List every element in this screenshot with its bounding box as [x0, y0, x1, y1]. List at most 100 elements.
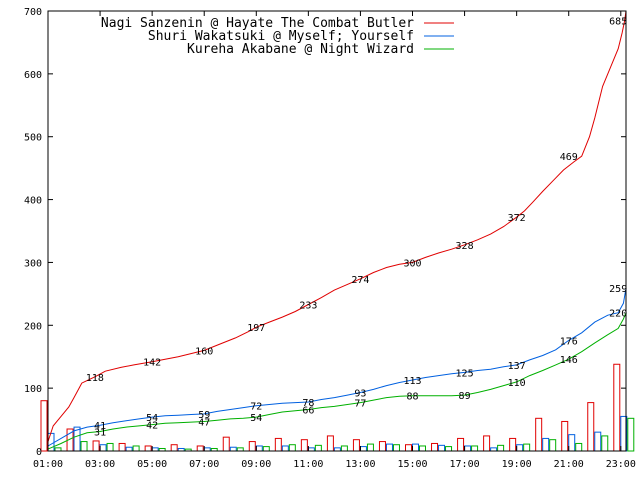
data-label: 47 [198, 417, 210, 428]
data-label: 125 [456, 368, 474, 379]
series-line [47, 10, 627, 442]
bar [575, 442, 583, 452]
bar [359, 446, 367, 452]
data-label: 137 [508, 361, 526, 372]
data-label: 41 [94, 421, 106, 432]
bar [613, 363, 621, 452]
bar [412, 443, 420, 452]
x-tick-label: 09:00 [241, 459, 271, 470]
x-tick-label: 21:00 [554, 459, 584, 470]
data-label: 328 [456, 241, 474, 252]
bar [80, 441, 88, 452]
bar [170, 444, 178, 452]
bar [40, 400, 48, 452]
bar [366, 443, 374, 452]
bar [288, 444, 296, 452]
data-label: 160 [195, 346, 213, 357]
data-label: 118 [86, 373, 104, 384]
data-label: 72 [250, 402, 262, 413]
legend-label: Shuri Wakatsuki @ Myself; Yourself [148, 29, 414, 44]
y-tick-label: 100 [24, 384, 42, 395]
data-label: 300 [403, 258, 421, 269]
bar [471, 445, 479, 452]
data-label: 233 [299, 301, 317, 312]
bar [535, 417, 543, 452]
bar [144, 445, 152, 452]
bar [483, 435, 491, 452]
bar [281, 445, 289, 452]
data-label: 259 [609, 284, 627, 295]
plot-frame [47, 10, 627, 452]
data-label: 110 [508, 378, 526, 389]
y-tick-label: 0 [36, 447, 42, 458]
legend-label: Nagi Sanzenin @ Hayate The Combat Butler [101, 16, 414, 31]
bar [300, 439, 308, 452]
series-line [47, 288, 627, 447]
data-label: 220 [609, 309, 627, 320]
bar [99, 444, 107, 452]
data-label-layer: 118 142 160 197 233 274 300 328 372 469 685 41 54 59 7… [86, 16, 627, 438]
data-label: 54 [250, 413, 262, 424]
bar [274, 437, 282, 452]
axes-layer: 0 100 200 300 400 500 600 700 01:00 03:00 05:00 07:… [24, 7, 636, 470]
bar [568, 434, 576, 452]
legend: Nagi Sanzenin @ Hayate The Combat Butler… [101, 16, 454, 57]
bar [262, 446, 270, 452]
bar [326, 435, 334, 452]
y-tick-label: 300 [24, 258, 42, 269]
line-layer [47, 10, 627, 450]
data-label: 42 [146, 421, 158, 432]
bar [431, 442, 439, 452]
data-label: 89 [459, 391, 471, 402]
bar [132, 445, 140, 452]
data-label: 146 [560, 355, 578, 366]
x-tick-label: 01:00 [33, 459, 63, 470]
data-label: 66 [302, 406, 314, 417]
data-label: 78 [302, 398, 314, 409]
bar [222, 436, 230, 452]
data-label: 469 [560, 152, 578, 163]
data-label: 197 [247, 323, 265, 334]
bar [248, 441, 256, 452]
bar [523, 443, 531, 452]
bar [445, 446, 453, 452]
bar [509, 437, 517, 452]
y-tick-label: 200 [24, 321, 42, 332]
data-label: 274 [351, 275, 369, 286]
bar [352, 439, 360, 452]
x-tick-label: 13:00 [345, 459, 375, 470]
y-tick-label: 400 [24, 196, 42, 207]
bar [229, 446, 237, 452]
x-tick-label: 07:00 [189, 459, 219, 470]
x-tick-label: 15:00 [397, 459, 427, 470]
bar [378, 441, 386, 452]
data-label: 88 [406, 392, 418, 403]
legend-label: Kureha Akabane @ Night Wizard [187, 42, 414, 57]
bar [594, 431, 602, 452]
data-label: 372 [508, 213, 526, 224]
bar-layer [40, 363, 635, 452]
bar [314, 444, 322, 452]
bar [464, 445, 472, 452]
bar [497, 444, 505, 452]
bar [92, 440, 100, 452]
bar [405, 444, 413, 452]
series-line [47, 312, 627, 450]
bar [627, 417, 635, 452]
bar [385, 443, 393, 452]
bar [438, 444, 446, 452]
bar [587, 402, 595, 452]
x-tick-label: 05:00 [137, 459, 167, 470]
x-tick-label: 03:00 [85, 459, 115, 470]
bar [392, 444, 400, 452]
bar [125, 446, 133, 452]
data-label: 59 [198, 410, 210, 421]
bar [457, 437, 465, 452]
data-label: 113 [403, 376, 421, 387]
bar [196, 445, 204, 452]
data-label: 685 [609, 16, 627, 27]
bar [255, 445, 263, 452]
data-label: 31 [94, 428, 106, 439]
data-label: 54 [146, 413, 158, 424]
data-label: 142 [143, 358, 161, 369]
